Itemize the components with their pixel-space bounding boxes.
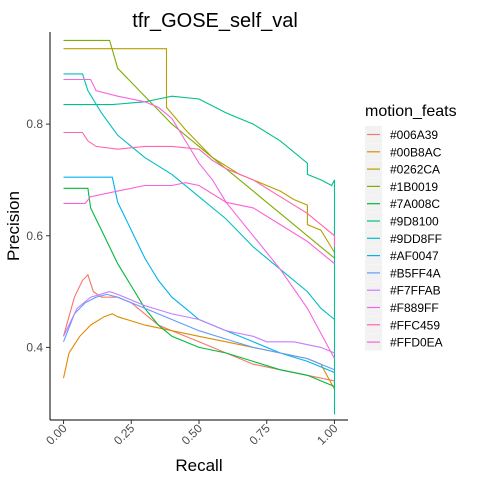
series-line-5 [63, 187, 335, 388]
legend-label: #00B8AC [390, 145, 442, 159]
series-line-1 [62, 273, 335, 382]
legend-label: #1B0019 [390, 180, 438, 194]
legend-label: #9D8100 [390, 215, 439, 229]
legend-label: #FFD0EA [390, 336, 443, 350]
series-line-9 [62, 293, 335, 371]
legend-items: #006A39 #00B8AC #0262CA #1B0019 #7A008C #9D81… [365, 126, 443, 351]
y-axis-label: Precision [4, 191, 23, 261]
x-tick-label: 0.25 [111, 421, 138, 448]
y-tick-label: 0.4 [26, 340, 43, 354]
legend-label: #B5FF4A [390, 266, 441, 280]
x-tick-label: 0.75 [246, 421, 273, 448]
series-line-2 [62, 313, 335, 390]
legend-label: #F889FF [390, 301, 439, 315]
series-line-10 [63, 291, 335, 354]
series-line-8 [63, 176, 335, 374]
series-line-4 [63, 39, 335, 259]
legend-label: #F7FFAB [390, 284, 441, 298]
x-tick-label: 0.00 [43, 421, 70, 448]
legend-label: #7A008C [390, 197, 440, 211]
x-tick-label: 0.50 [179, 421, 206, 448]
legend: motion_feats #006A39 #00B8AC #0262CA #1B001… [365, 103, 457, 351]
series-line-3 [63, 48, 335, 253]
series-line-13 [63, 182, 335, 265]
x-tick-label: 1.00 [314, 421, 341, 448]
legend-label: #006A39 [390, 128, 438, 142]
legend-label: #0262CA [390, 163, 440, 177]
y-tick-label: 0.6 [26, 229, 43, 243]
series-line-6 [63, 95, 336, 415]
legend-title: motion_feats [365, 103, 457, 120]
plot-area [62, 39, 336, 415]
series-line-12 [63, 131, 336, 247]
series-line-7 [63, 73, 335, 320]
x-ticks: 0.00 0.25 0.50 0.75 1.00 [43, 420, 341, 448]
y-ticks: 0.4 0.6 0.8 [26, 117, 50, 354]
legend-label: #9DD8FF [390, 232, 442, 246]
chart-title: tfr_GOSE_self_val [132, 10, 298, 32]
x-axis-label: Recall [175, 456, 222, 475]
series-line-11 [63, 78, 335, 359]
legend-label: #AF0047 [390, 249, 439, 263]
legend-label: #FFC459 [390, 318, 440, 332]
y-tick-label: 0.8 [26, 117, 43, 131]
